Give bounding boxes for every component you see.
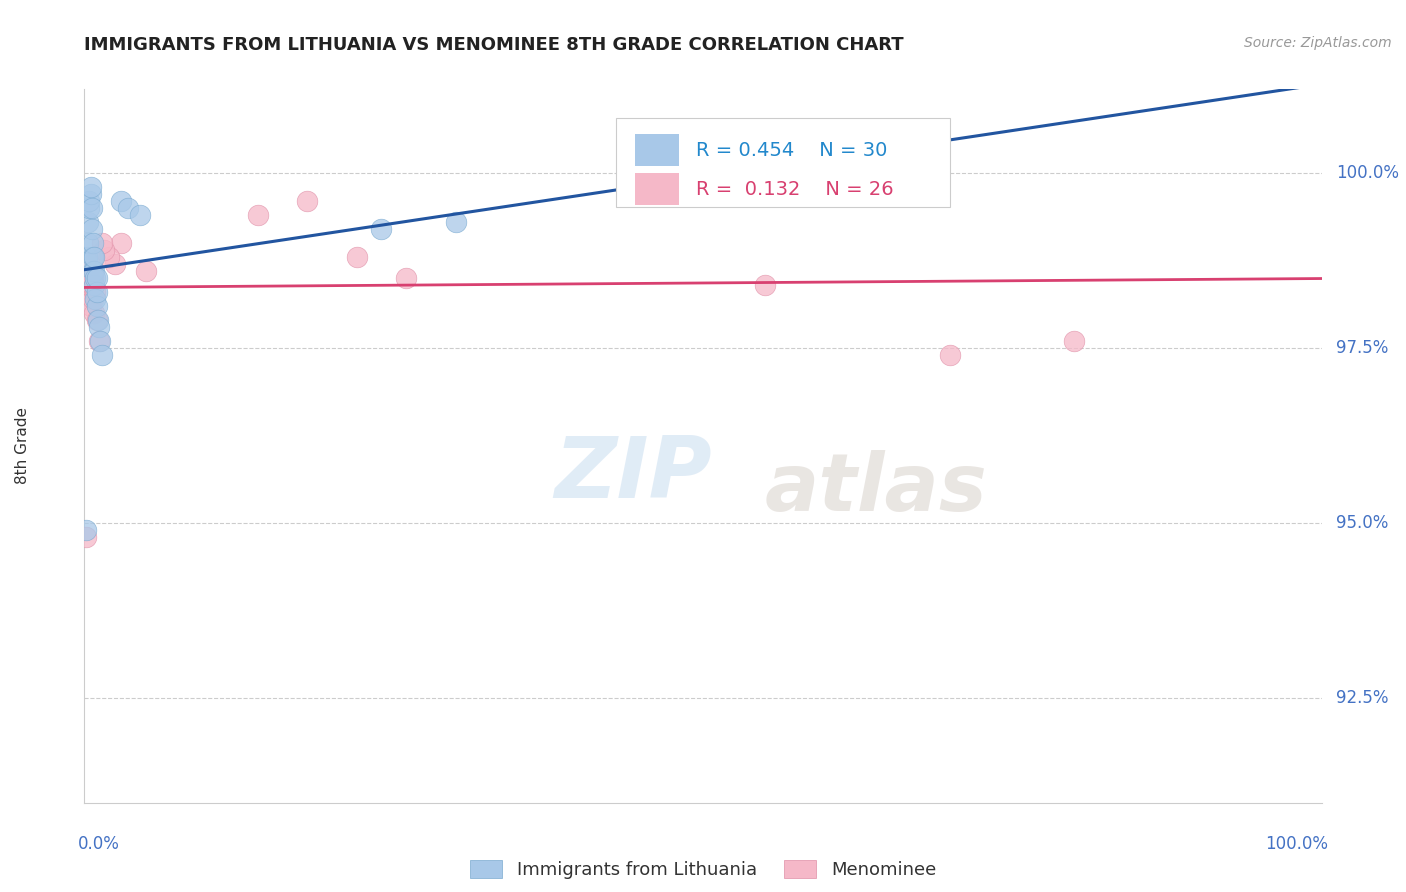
Point bbox=[89, 334, 111, 348]
Point bbox=[104, 257, 127, 271]
FancyBboxPatch shape bbox=[616, 118, 950, 207]
Point bbox=[82, 264, 104, 278]
Text: R =  0.132    N = 26: R = 0.132 N = 26 bbox=[696, 179, 893, 199]
Point bbox=[75, 530, 97, 544]
Point bbox=[444, 215, 467, 229]
Point bbox=[939, 348, 962, 362]
Point bbox=[86, 285, 108, 299]
Point bbox=[80, 222, 103, 236]
Point bbox=[84, 271, 107, 285]
Point bbox=[77, 215, 100, 229]
Point bbox=[89, 334, 111, 348]
Point bbox=[79, 187, 101, 202]
Point bbox=[87, 313, 110, 327]
Text: atlas: atlas bbox=[765, 450, 987, 528]
Point bbox=[79, 201, 101, 215]
Point bbox=[79, 299, 101, 313]
Point bbox=[117, 201, 139, 215]
Text: 92.5%: 92.5% bbox=[1337, 689, 1389, 706]
Point bbox=[135, 264, 157, 278]
Point bbox=[82, 271, 104, 285]
Point bbox=[90, 348, 112, 362]
Point bbox=[110, 236, 132, 251]
Text: ZIP: ZIP bbox=[554, 433, 713, 516]
Point bbox=[98, 250, 121, 264]
Point bbox=[80, 257, 103, 271]
Point bbox=[1063, 334, 1085, 348]
Point bbox=[129, 208, 152, 222]
Point bbox=[754, 278, 776, 293]
Point bbox=[82, 250, 104, 264]
Point bbox=[90, 236, 112, 251]
FancyBboxPatch shape bbox=[636, 134, 679, 167]
Point bbox=[84, 292, 107, 306]
Point bbox=[77, 236, 100, 251]
Point bbox=[76, 250, 98, 264]
FancyBboxPatch shape bbox=[636, 173, 679, 205]
Point bbox=[86, 271, 108, 285]
Point bbox=[79, 194, 101, 208]
Point bbox=[346, 250, 368, 264]
Text: 0.0%: 0.0% bbox=[79, 835, 120, 853]
Point bbox=[80, 278, 103, 293]
Point bbox=[86, 313, 108, 327]
Text: 8th Grade: 8th Grade bbox=[15, 408, 30, 484]
Point bbox=[295, 194, 318, 208]
Point bbox=[110, 194, 132, 208]
Point bbox=[84, 285, 107, 299]
Text: IMMIGRANTS FROM LITHUANIA VS MENOMINEE 8TH GRADE CORRELATION CHART: IMMIGRANTS FROM LITHUANIA VS MENOMINEE 8… bbox=[84, 36, 904, 54]
Point bbox=[82, 236, 104, 251]
Text: 100.0%: 100.0% bbox=[1337, 164, 1399, 182]
Text: 95.0%: 95.0% bbox=[1337, 514, 1389, 532]
Point bbox=[83, 264, 105, 278]
Text: 100.0%: 100.0% bbox=[1265, 835, 1327, 853]
Point bbox=[246, 208, 269, 222]
Point bbox=[77, 271, 100, 285]
Point bbox=[79, 180, 101, 194]
Legend: Immigrants from Lithuania, Menominee: Immigrants from Lithuania, Menominee bbox=[463, 853, 943, 887]
Point bbox=[82, 292, 104, 306]
Text: R = 0.454    N = 30: R = 0.454 N = 30 bbox=[696, 141, 887, 160]
Point bbox=[395, 271, 418, 285]
Point bbox=[83, 250, 105, 264]
Point bbox=[815, 166, 838, 180]
Point bbox=[80, 201, 103, 215]
Point bbox=[75, 523, 97, 537]
Point bbox=[93, 243, 115, 257]
Point bbox=[370, 222, 392, 236]
Point bbox=[86, 299, 108, 313]
Point bbox=[79, 285, 101, 299]
Point bbox=[83, 306, 105, 320]
Point bbox=[89, 320, 111, 334]
Point bbox=[83, 278, 105, 293]
Text: Source: ZipAtlas.com: Source: ZipAtlas.com bbox=[1244, 36, 1392, 50]
Text: 97.5%: 97.5% bbox=[1337, 339, 1389, 357]
